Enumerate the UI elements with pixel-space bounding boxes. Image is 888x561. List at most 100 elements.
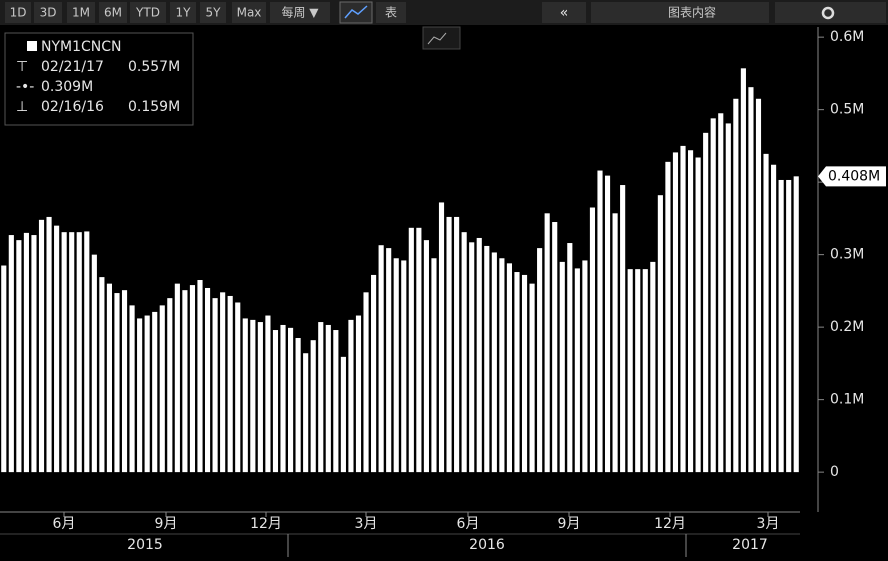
bar — [38, 219, 45, 473]
bar — [280, 324, 286, 473]
bar — [303, 353, 309, 473]
table-label[interactable]: 表 — [385, 6, 397, 20]
bar — [642, 269, 648, 473]
legend-average: 0.309M — [41, 79, 93, 95]
bar — [325, 324, 331, 473]
bar — [574, 268, 580, 473]
range-button[interactable] — [170, 2, 196, 23]
month-label: 6月 — [457, 516, 480, 532]
chart-content-label[interactable]: 图表内容 — [668, 5, 716, 20]
bar — [748, 87, 754, 473]
month-label: 3月 — [757, 516, 780, 532]
chart-content-button[interactable] — [591, 2, 769, 23]
range-label[interactable]: 6M — [104, 6, 122, 20]
range-label[interactable]: YTD — [135, 6, 160, 20]
bar — [552, 222, 558, 473]
bar — [288, 327, 294, 473]
bar — [514, 272, 520, 473]
range-button[interactable] — [99, 2, 127, 23]
settings-button[interactable] — [775, 2, 886, 23]
bar — [755, 98, 762, 473]
bar — [589, 207, 596, 473]
bar — [408, 227, 414, 473]
bar — [310, 340, 316, 473]
settings-icon — [821, 6, 835, 20]
bar — [680, 145, 686, 473]
range-button[interactable] — [34, 2, 62, 23]
bar — [371, 274, 377, 473]
range-button[interactable] — [130, 2, 166, 23]
range-button[interactable] — [232, 2, 266, 23]
year-label: 2017 — [732, 537, 768, 553]
month-label: 6月 — [53, 516, 76, 532]
bar — [763, 153, 769, 473]
bar — [469, 242, 475, 473]
range-label[interactable]: Max — [237, 6, 262, 20]
bar — [114, 293, 120, 473]
collapse-icon: « — [560, 5, 569, 21]
bar — [348, 319, 354, 473]
bar — [363, 292, 369, 473]
range-label[interactable]: 3D — [40, 6, 57, 20]
bar — [491, 252, 497, 473]
bar — [31, 235, 37, 473]
legend-low-value: 0.159M — [128, 99, 180, 115]
bar — [121, 290, 128, 473]
y-tick-label: 0.2M — [830, 319, 864, 335]
bar — [227, 295, 233, 473]
bar — [257, 322, 263, 473]
month-label: 9月 — [155, 516, 178, 532]
bar — [521, 274, 528, 473]
bar — [250, 319, 256, 473]
bar — [54, 225, 60, 473]
range-label[interactable]: 1Y — [176, 6, 192, 20]
bar — [461, 232, 467, 473]
month-label: 9月 — [558, 516, 581, 532]
bar — [695, 157, 701, 473]
toolbar-buttons: 1D 3D 1M 6M YTD 1Y 5Y Max 每周 ▼ 表 — [5, 2, 406, 23]
bar — [793, 176, 799, 473]
y-tick-label: 0.5M — [830, 102, 864, 118]
bar — [69, 232, 75, 473]
range-label[interactable]: 5Y — [206, 6, 222, 20]
bar — [423, 240, 429, 473]
range-button[interactable] — [200, 2, 226, 23]
range-label[interactable]: 1D — [10, 6, 27, 20]
bar — [197, 280, 203, 473]
y-tick-label: 0 — [830, 464, 839, 480]
bar — [189, 285, 196, 473]
bar — [431, 258, 437, 473]
bar — [333, 330, 339, 473]
bar — [159, 305, 165, 473]
bar — [506, 263, 512, 473]
collapse-button[interactable] — [542, 2, 586, 23]
range-label[interactable]: 1M — [72, 6, 90, 20]
legend-low-date: 02/16/16 — [41, 99, 104, 115]
range-button[interactable] — [67, 2, 95, 23]
bar — [355, 315, 362, 473]
bar — [604, 175, 611, 473]
bar — [446, 216, 452, 473]
bar — [378, 245, 384, 473]
bar — [272, 330, 279, 473]
y-tick-label: 0.1M — [830, 392, 864, 408]
bar — [484, 245, 490, 473]
bar — [16, 240, 22, 473]
bar — [106, 283, 112, 473]
bar — [438, 202, 445, 473]
bar — [620, 185, 626, 473]
frequency-button[interactable] — [270, 2, 330, 23]
y-tick-label: 0.6M — [830, 29, 864, 45]
range-button[interactable] — [5, 2, 31, 23]
frequency-label[interactable]: 每周 ▼ — [281, 5, 319, 20]
table-button[interactable] — [376, 2, 406, 23]
chart-type-icon — [427, 32, 447, 45]
bar — [499, 258, 505, 473]
bar — [174, 283, 180, 473]
bar — [23, 232, 29, 473]
bar — [401, 260, 407, 473]
bar — [152, 311, 158, 473]
bar — [242, 318, 248, 473]
line-icon — [344, 5, 368, 19]
